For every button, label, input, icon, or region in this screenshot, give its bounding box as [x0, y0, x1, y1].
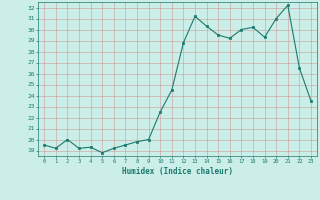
X-axis label: Humidex (Indice chaleur): Humidex (Indice chaleur): [122, 167, 233, 176]
